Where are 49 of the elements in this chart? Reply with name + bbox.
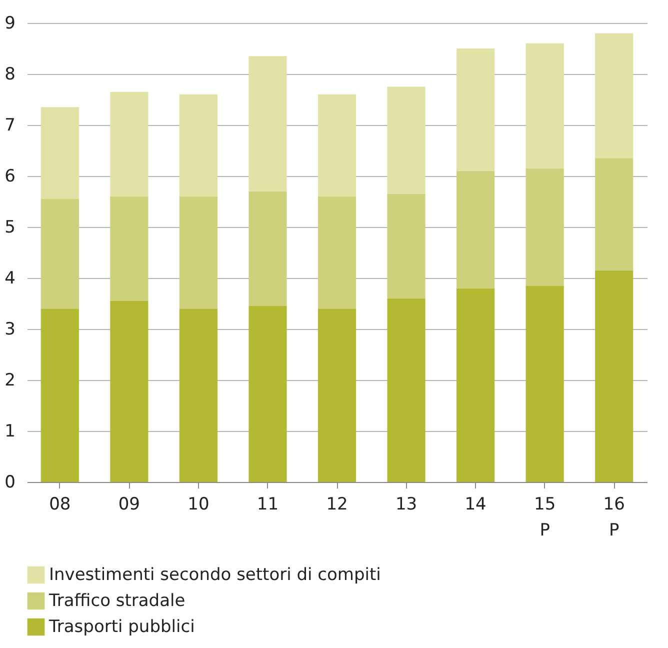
- y-tick-label: 6: [4, 166, 16, 186]
- bar: [40, 308, 79, 482]
- bar: [110, 196, 148, 301]
- x-tick-label: 11: [256, 494, 279, 514]
- bar: [387, 86, 426, 194]
- bar: [595, 33, 634, 158]
- bar: [248, 191, 287, 306]
- x-tick-label: 09: [118, 494, 140, 514]
- bar: [595, 270, 634, 482]
- bar: [179, 94, 218, 196]
- y-tick-label: 9: [4, 14, 16, 34]
- x-tick-label: 08: [49, 494, 71, 514]
- bar: [318, 196, 356, 309]
- y-tick-label: 0: [4, 472, 16, 492]
- x-tick-label: 14: [464, 494, 486, 514]
- bar: [179, 196, 218, 309]
- bar: [110, 300, 148, 482]
- bar: [318, 94, 356, 196]
- legend-label: Trasporti pubblici: [48, 617, 195, 637]
- x-tick-label: 16 P: [603, 494, 625, 540]
- bar: [387, 194, 426, 298]
- bar: [40, 198, 79, 309]
- y-tick-label: 8: [4, 64, 16, 84]
- bar: [526, 286, 564, 482]
- bar: [526, 168, 564, 286]
- x-tick-label: 13: [395, 494, 418, 514]
- bar: [456, 288, 495, 482]
- bar: [248, 56, 287, 192]
- bar: [318, 308, 356, 482]
- bar: [40, 107, 79, 199]
- y-tick-label: 2: [4, 370, 16, 390]
- bar: [248, 306, 287, 482]
- legend-label: Investimenti secondo settori di compiti: [49, 565, 381, 585]
- bar: [110, 92, 148, 196]
- x-tick-label: 15 P: [534, 494, 556, 540]
- y-tick-label: 4: [4, 268, 16, 288]
- y-tick-label: 3: [4, 320, 16, 340]
- bar: [387, 298, 426, 482]
- legend-label: Traffico stradale: [48, 591, 186, 611]
- y-tick-label: 7: [4, 116, 16, 136]
- x-tick-label: 10: [188, 494, 210, 514]
- bar: [526, 43, 564, 168]
- y-tick-label: 1: [4, 422, 16, 442]
- x-tick-label: 12: [326, 494, 348, 514]
- bar: [179, 308, 218, 482]
- bar: [595, 158, 634, 270]
- bar: [456, 48, 495, 171]
- bar: [456, 170, 495, 288]
- y-tick-label: 5: [4, 218, 16, 238]
